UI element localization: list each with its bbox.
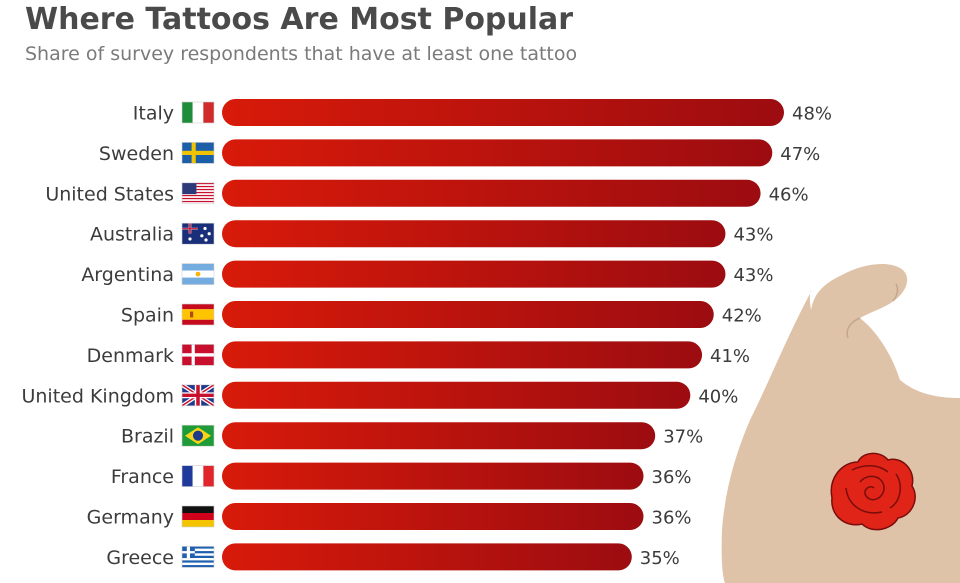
- bar: [222, 260, 726, 288]
- category-label: Brazil: [121, 426, 174, 448]
- bar: [222, 220, 726, 248]
- value-label: 47%: [780, 144, 820, 165]
- france-flag-icon: [181, 465, 215, 487]
- brazil-flag-icon: [181, 424, 215, 447]
- united-kingdom-flag-icon: [180, 383, 216, 408]
- category-label: Italy: [133, 103, 174, 125]
- value-label: 36%: [652, 467, 692, 488]
- rose-tattoo-icon: [830, 452, 916, 531]
- category-label: Greece: [106, 547, 174, 569]
- bar: [222, 341, 703, 369]
- bar: [222, 503, 644, 530]
- value-label: 35%: [640, 548, 680, 569]
- category-label: Argentina: [81, 264, 174, 286]
- value-label: 41%: [710, 346, 750, 367]
- australia-flag-icon: [181, 222, 215, 245]
- greece-flag-icon: [181, 546, 215, 568]
- value-label: 36%: [652, 508, 692, 529]
- italy-flag-icon: [181, 101, 215, 124]
- category-label: France: [111, 466, 174, 488]
- value-label: 43%: [733, 225, 773, 246]
- category-label: Germany: [87, 507, 174, 529]
- bar: [222, 179, 761, 207]
- chart-subtitle: Share of survey respondents that have at…: [25, 43, 578, 65]
- category-label: Australia: [90, 224, 174, 246]
- value-label: 40%: [698, 386, 738, 407]
- category-label: Denmark: [87, 345, 174, 367]
- bar: [222, 139, 773, 167]
- denmark-flag-icon: [181, 344, 215, 366]
- chart-title: Where Tattoos Are Most Popular: [25, 2, 574, 37]
- value-label: 42%: [722, 306, 762, 327]
- sweden-flag-icon: [181, 142, 215, 164]
- category-label: United Kingdom: [21, 385, 174, 407]
- bar: [222, 381, 691, 409]
- bar: [222, 543, 632, 571]
- value-label: 48%: [792, 104, 832, 125]
- bar: [222, 422, 656, 450]
- spain-flag-icon: [181, 303, 215, 326]
- united-states-flag-icon: [181, 182, 215, 205]
- value-label: 37%: [663, 427, 703, 448]
- category-label: Spain: [121, 305, 174, 327]
- germany-flag-icon: [181, 505, 215, 528]
- argentina-flag-icon: [181, 263, 215, 285]
- bar: [222, 301, 714, 328]
- value-label: 43%: [733, 265, 773, 286]
- bar: [222, 462, 644, 490]
- bar: [222, 99, 784, 126]
- category-label: Sweden: [99, 143, 174, 165]
- category-label: United States: [45, 183, 174, 205]
- value-label: 46%: [769, 184, 809, 205]
